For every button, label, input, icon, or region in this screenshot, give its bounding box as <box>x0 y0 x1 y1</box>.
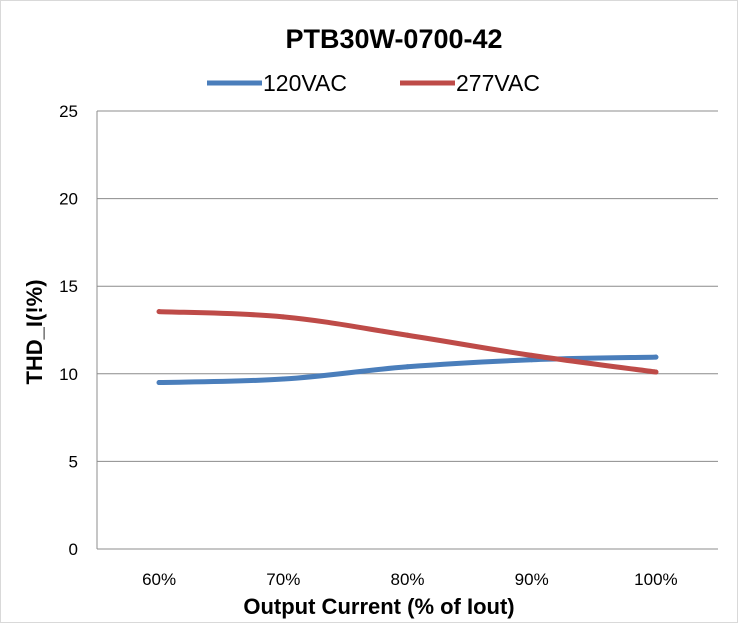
axes <box>96 111 718 550</box>
x-axis-title: Output Current (% of Iout) <box>243 594 514 619</box>
legend: 120VAC 277VAC <box>207 70 540 96</box>
series-line-277vac <box>156 309 659 375</box>
gridlines <box>97 110 718 462</box>
legend-label-277vac: 277VAC <box>456 70 540 96</box>
x-tick-label-3: 90% <box>515 570 549 589</box>
y-axis-ticks: 0 5 10 15 20 25 <box>59 102 78 559</box>
data-point-277vac-1 <box>280 314 286 320</box>
data-point-120vac-1 <box>280 376 286 382</box>
series-lines <box>156 309 659 386</box>
data-point-120vac-0 <box>156 380 162 386</box>
y-tick-label-10: 10 <box>59 365 78 384</box>
y-tick-label-15: 15 <box>59 277 78 296</box>
x-axis-ticks: 60% 70% 80% 90% 100% <box>142 570 678 589</box>
data-point-120vac-4 <box>653 354 659 360</box>
data-point-277vac-3 <box>529 352 535 358</box>
y-axis-title: THD_I(!%) <box>22 279 47 384</box>
x-tick-label-2: 80% <box>390 570 424 589</box>
x-tick-label-0: 60% <box>142 570 176 589</box>
data-point-120vac-3 <box>529 357 535 363</box>
y-tick-label-25: 25 <box>59 102 78 121</box>
y-tick-label-0: 0 <box>69 540 78 559</box>
x-tick-label-1: 70% <box>266 570 300 589</box>
data-point-277vac-0 <box>156 309 162 315</box>
legend-label-120vac: 120VAC <box>263 70 347 96</box>
data-point-120vac-2 <box>405 364 410 370</box>
y-tick-label-20: 20 <box>59 190 78 209</box>
x-tick-label-4: 100% <box>634 570 677 589</box>
data-point-277vac-2 <box>405 332 410 338</box>
chart-title: PTB30W-0700-42 <box>285 24 502 54</box>
y-tick-label-5: 5 <box>69 452 78 471</box>
data-point-277vac-4 <box>653 369 659 375</box>
